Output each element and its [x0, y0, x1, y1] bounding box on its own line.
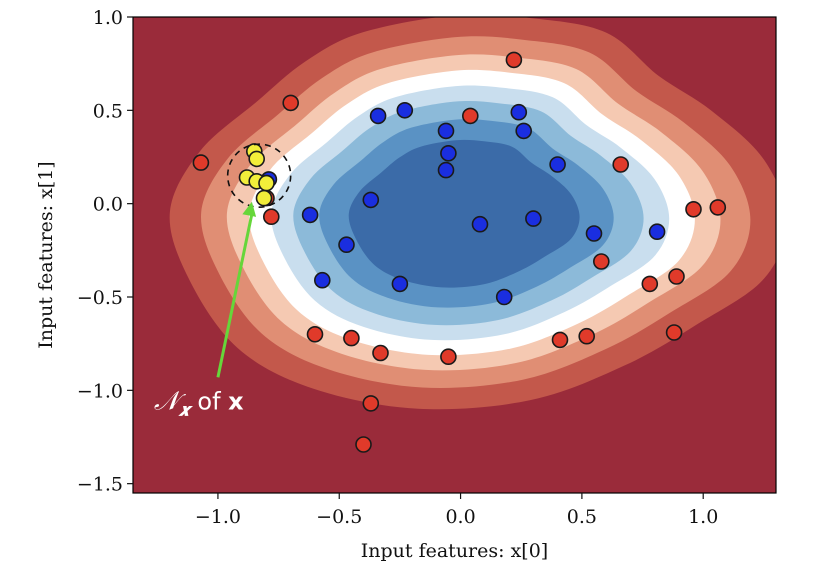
- data-point: [369, 107, 387, 125]
- plot-frame: [132, 16, 777, 494]
- data-point: [262, 208, 280, 225]
- data-point: [306, 325, 324, 343]
- data-point: [282, 94, 300, 112]
- x-tick-label: −1.0: [195, 506, 241, 528]
- data-point: [585, 225, 603, 242]
- annotation-arrowhead: [242, 201, 257, 217]
- data-point: [685, 201, 702, 218]
- x-tick-label: 0.5: [567, 506, 597, 528]
- data-point: [248, 150, 266, 168]
- data-point: [258, 174, 275, 192]
- data-point: [396, 102, 414, 119]
- data-point: [440, 145, 457, 162]
- data-point: [578, 327, 596, 345]
- contour-band-8: [348, 139, 580, 288]
- annotation-arrow-shaft: [216, 213, 254, 378]
- y-tick-label: 1.0: [93, 7, 123, 29]
- y-tick-label: 0.5: [93, 100, 123, 122]
- data-point: [301, 206, 319, 224]
- y-tick-label: −0.5: [77, 287, 123, 309]
- data-point: [255, 189, 273, 207]
- y-tick-label: 0.0: [93, 194, 123, 216]
- data-point: [515, 122, 533, 140]
- x-axis-label: Input features: x[0]: [361, 540, 548, 562]
- y-axis-label: Input features: x[1]: [35, 161, 57, 348]
- plot-area: 𝒩𝒙 of x: [132, 16, 777, 494]
- data-points: [192, 51, 727, 453]
- data-point: [343, 329, 360, 347]
- data-point: [437, 122, 455, 140]
- x-tick-label: −0.5: [316, 506, 362, 528]
- data-point: [592, 253, 610, 270]
- neighborhood-annotation-label: 𝒩𝒙 of x: [154, 386, 244, 420]
- y-tick-label: −1.0: [77, 380, 123, 402]
- y-tick-label: −1.5: [77, 474, 123, 496]
- data-point: [510, 103, 528, 121]
- data-point: [505, 51, 523, 69]
- data-point: [437, 161, 455, 179]
- data-point: [525, 210, 542, 227]
- data-point: [709, 199, 727, 216]
- data-point: [461, 107, 479, 125]
- data-point: [668, 268, 685, 285]
- data-point: [665, 324, 683, 341]
- data-point: [391, 275, 409, 293]
- data-point: [192, 154, 210, 171]
- decision-boundary-contours: [169, 17, 776, 410]
- data-point: [362, 395, 380, 412]
- data-point: [549, 156, 566, 173]
- data-point: [372, 344, 389, 362]
- x-tick-label: 1.0: [688, 506, 718, 528]
- data-point: [471, 215, 489, 233]
- neighborhood-circle: [226, 143, 292, 208]
- data-point: [551, 331, 569, 349]
- x-axis: −1.0 −0.5 0.0 0.5 1.0: [195, 493, 718, 528]
- x-tick-label: 0.0: [445, 506, 475, 528]
- data-point: [641, 275, 659, 293]
- data-point: [495, 288, 513, 306]
- data-point: [440, 348, 457, 366]
- y-axis: 1.0 0.5 0.0 −0.5 −1.0 −1.5: [77, 7, 133, 496]
- data-point: [362, 191, 380, 209]
- data-point: [313, 271, 331, 289]
- data-point: [648, 223, 666, 240]
- data-point: [338, 236, 355, 253]
- data-point: [612, 156, 630, 173]
- data-point: [355, 436, 372, 453]
